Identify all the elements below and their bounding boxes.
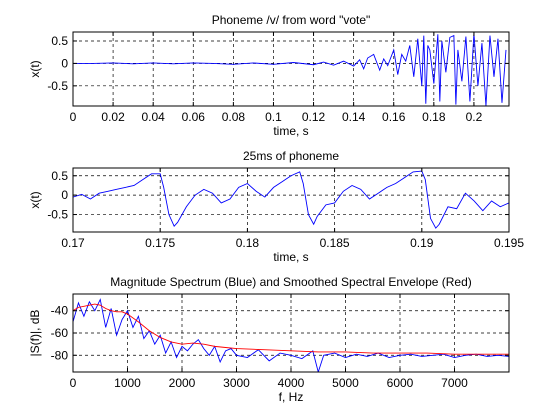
x-tick-label: 0.12 <box>302 110 326 124</box>
chart-3: 0 1000 2000 3000 4000 5000 6000 7000 -40 -60 -80 Ma… <box>28 275 510 404</box>
x-tick-label: 6000 <box>387 376 414 390</box>
y-tick-label: -0.5 <box>47 208 68 222</box>
y-tick-label: -0.5 <box>47 79 68 93</box>
series-line-2 <box>73 303 509 355</box>
x-tick-label: 7000 <box>441 376 468 390</box>
y-tick-label: -80 <box>51 348 69 362</box>
x-tick-label: 0.17 <box>61 236 85 250</box>
chart-title: Magnitude Spectrum (Blue) and Smoothed S… <box>110 275 472 289</box>
x-tick-label: 0.2 <box>466 110 483 124</box>
axes-box <box>72 31 510 107</box>
x-tick-label: 0 <box>70 376 77 390</box>
x-tick-label: 4000 <box>278 376 305 390</box>
y-axis-label: |S(f)|, dB <box>28 310 42 357</box>
y-axis-label: x(t) <box>28 60 42 77</box>
x-tick-label: 0.185 <box>320 236 350 250</box>
x-tick-label: 5000 <box>332 376 359 390</box>
chart-1: 0 0.02 0.04 0.06 0.08 0.1 0.12 0.14 0.16 0.18 0.2 0… <box>28 13 510 138</box>
chart-title: Phoneme /v/ from word "vote" <box>212 13 371 27</box>
x-tick-label: 0 <box>70 110 77 124</box>
x-tick-label: 3000 <box>223 376 250 390</box>
x-axis-label: time, s <box>273 124 308 138</box>
plot-area <box>73 168 509 232</box>
chart-2: 0.17 0.175 0.18 0.185 0.19 0.195 0.5 0 -0.5 25ms … <box>28 149 524 264</box>
x-tick-label: 0.195 <box>494 236 524 250</box>
x-tick-label: 0.1 <box>265 110 282 124</box>
x-tick-label: 0.04 <box>142 110 166 124</box>
y-tick-label: -40 <box>51 304 69 318</box>
series-line-1 <box>73 298 509 372</box>
chart-title: 25ms of phoneme <box>243 149 339 163</box>
x-tick-label: 0.175 <box>145 236 175 250</box>
y-tick-label: 0 <box>61 56 68 70</box>
x-axis-label: time, s <box>273 250 308 264</box>
series-line-1 <box>73 33 507 106</box>
x-tick-label: 0.08 <box>222 110 246 124</box>
x-tick-label: 1000 <box>114 376 141 390</box>
x-axis-label: f, Hz <box>279 390 304 404</box>
y-tick-label: 0 <box>61 188 68 202</box>
plot-area <box>73 32 509 106</box>
x-tick-label: 0.19 <box>410 236 434 250</box>
axes-box <box>72 167 510 233</box>
y-tick-label: 0.5 <box>51 34 68 48</box>
y-tick-label: -60 <box>51 326 69 340</box>
x-tick-label: 2000 <box>169 376 196 390</box>
y-axis-label: x(t) <box>28 191 42 208</box>
x-tick-label: 0.02 <box>101 110 125 124</box>
y-tick-label: 0.5 <box>51 169 68 183</box>
x-tick-label: 0.18 <box>422 110 446 124</box>
x-tick-label: 0.18 <box>236 236 260 250</box>
x-tick-label: 0.16 <box>382 110 406 124</box>
x-tick-label: 0.06 <box>182 110 206 124</box>
x-tick-label: 0.14 <box>342 110 366 124</box>
series-line-1 <box>73 170 509 229</box>
